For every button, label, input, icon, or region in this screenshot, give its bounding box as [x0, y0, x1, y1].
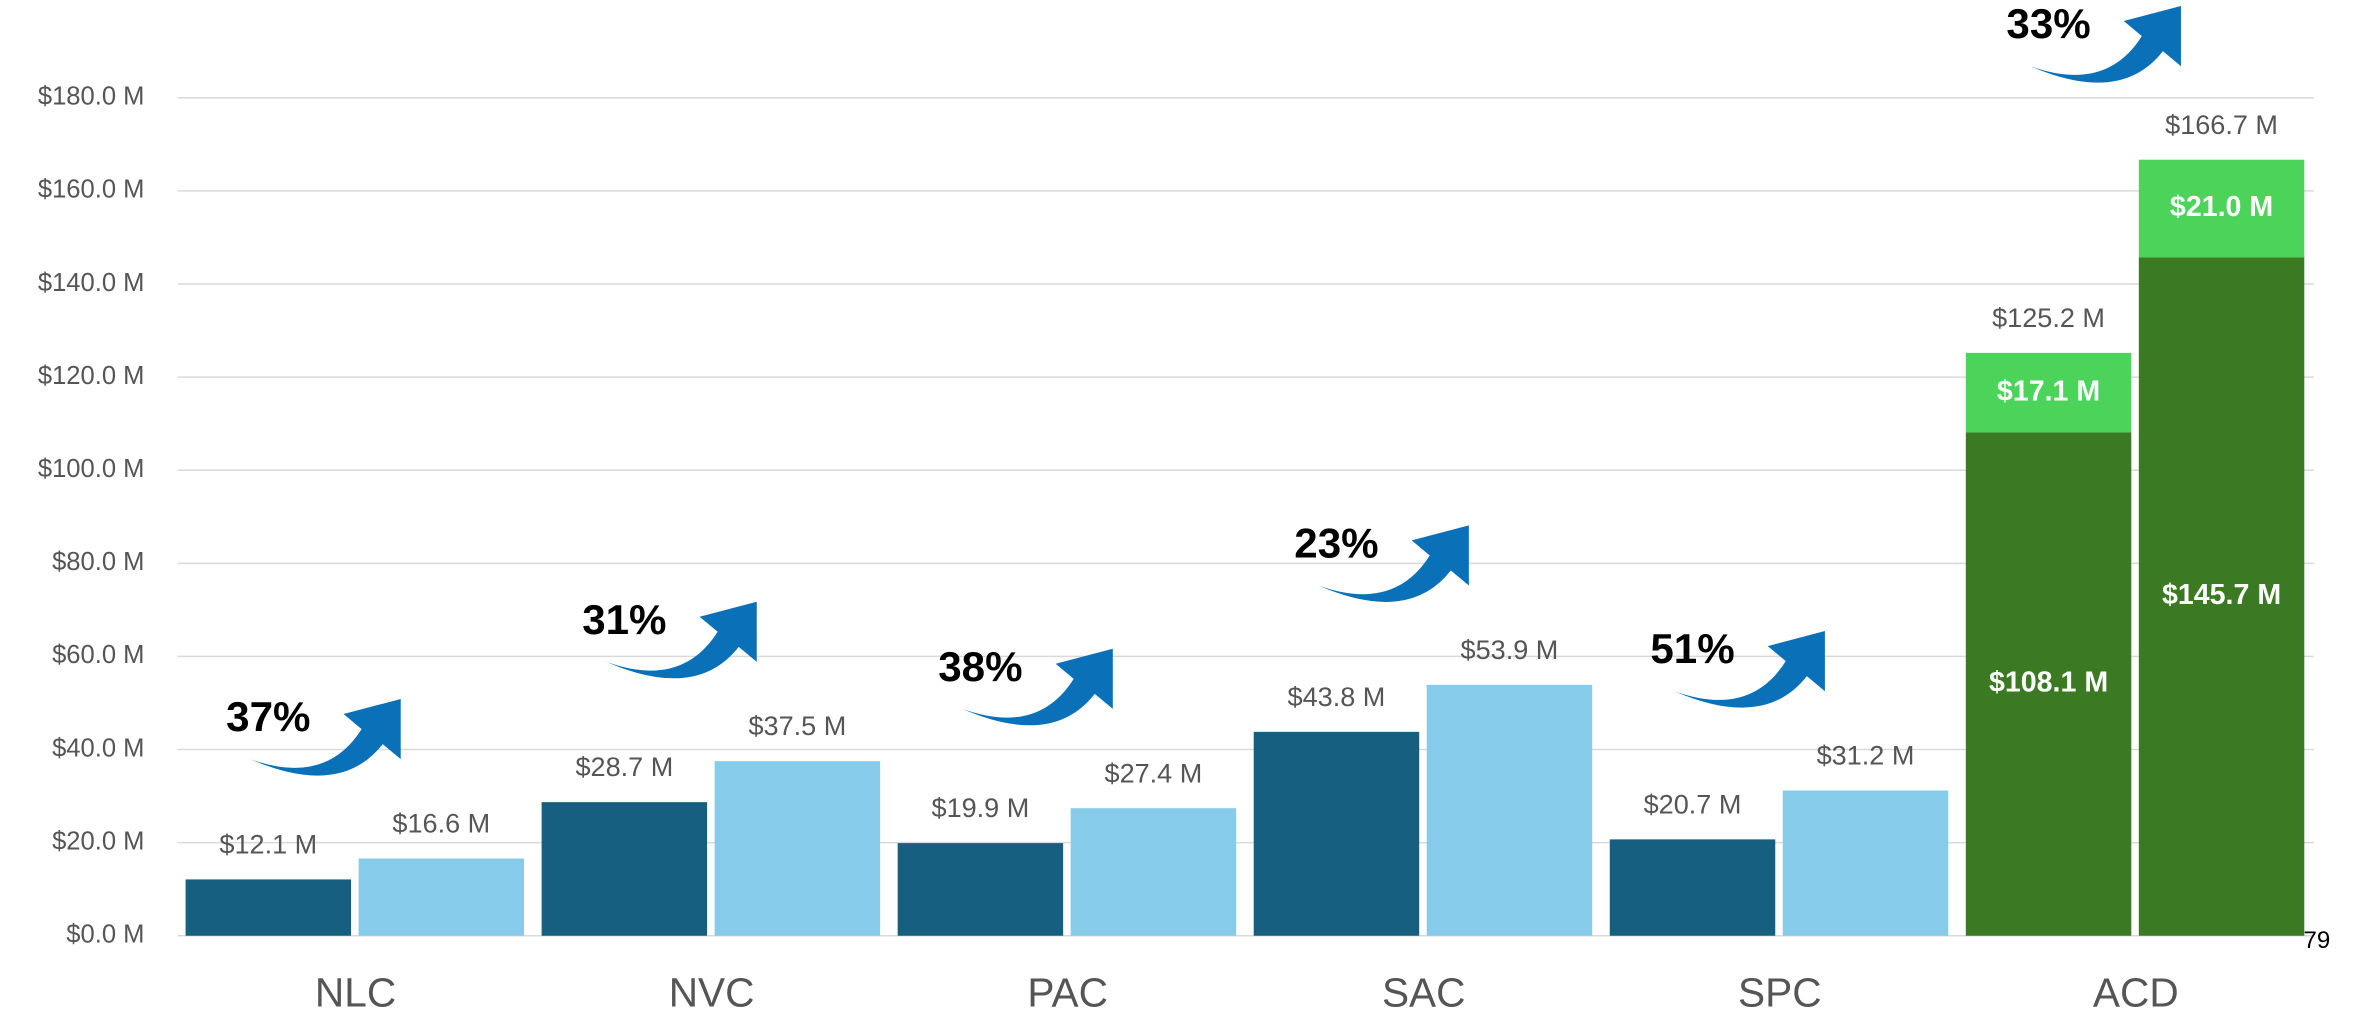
growth-arrow — [962, 648, 1113, 726]
x-tick-label: PAC — [1027, 970, 1108, 1016]
x-tick-label: SPC — [1738, 970, 1822, 1016]
growth-arrow — [1674, 631, 1825, 708]
x-tick-label: NVC — [669, 970, 755, 1016]
growth-arrow — [2030, 6, 2181, 83]
bar-label: $19.9 M — [932, 792, 1030, 823]
bar-segment — [541, 802, 708, 936]
growth-label: 31% — [582, 596, 666, 643]
bar-segment — [1609, 839, 1776, 936]
y-tick-label: $100.0 M — [38, 455, 145, 483]
total-label: $125.2 M — [1992, 302, 2105, 333]
bar-label: $20.7 M — [1644, 788, 1742, 819]
growth-label: 38% — [938, 643, 1022, 690]
y-tick-label: $160.0 M — [38, 176, 145, 204]
bar-segment — [714, 761, 881, 936]
bar-segment — [897, 843, 1064, 936]
segment-label: $108.1 M — [1989, 667, 2108, 699]
bar-segment — [2138, 159, 2305, 258]
y-tick-label: $180.0 M — [38, 83, 145, 111]
y-tick-label: $20.0 M — [52, 827, 144, 855]
bar-segment — [1782, 790, 1949, 936]
bar-label: $16.6 M — [392, 808, 490, 839]
bar-segment — [1965, 352, 2132, 433]
segment-label: $21.0 M — [2170, 191, 2273, 223]
bar-segment — [185, 879, 352, 936]
x-tick-label: ACD — [2093, 970, 2179, 1016]
y-tick-label: $60.0 M — [52, 641, 144, 669]
bar-label: $28.7 M — [575, 751, 673, 782]
y-tick-label: $40.0 M — [52, 734, 144, 762]
bar-segment — [358, 858, 525, 936]
x-tick-label: SAC — [1382, 970, 1466, 1016]
segment-label: $17.1 M — [1997, 375, 2100, 407]
growth-label: 37% — [226, 693, 310, 740]
page-number: 79 — [2303, 927, 2330, 954]
growth-label: 33% — [2006, 0, 2090, 47]
bar-label: $12.1 M — [219, 828, 317, 859]
y-tick-label: $80.0 M — [52, 548, 144, 576]
y-tick-label: $0.0 M — [66, 921, 144, 949]
growth-arrow — [1318, 525, 1469, 602]
bar-segment — [1253, 731, 1420, 936]
growth-label: 51% — [1650, 625, 1734, 672]
x-tick-label: NLC — [315, 970, 396, 1016]
bar-label: $53.9 M — [1461, 634, 1559, 665]
growth-label: 23% — [1294, 520, 1378, 567]
bar-segment — [1070, 808, 1237, 936]
y-tick-label: $140.0 M — [38, 269, 145, 297]
bar-segment — [1965, 432, 2132, 936]
bar-label: $31.2 M — [1817, 740, 1915, 771]
bar-label: $43.8 M — [1288, 681, 1386, 712]
growth-arrow — [250, 699, 401, 776]
bar-label: $37.5 M — [748, 710, 846, 741]
bar-segment — [2138, 257, 2305, 936]
bar-segment — [1426, 684, 1593, 936]
growth-arrow — [606, 601, 757, 679]
bar-label: $27.4 M — [1105, 757, 1203, 788]
segment-label: $145.7 M — [2162, 579, 2281, 611]
y-tick-label: $120.0 M — [38, 362, 145, 390]
total-label: $166.7 M — [2165, 109, 2278, 140]
